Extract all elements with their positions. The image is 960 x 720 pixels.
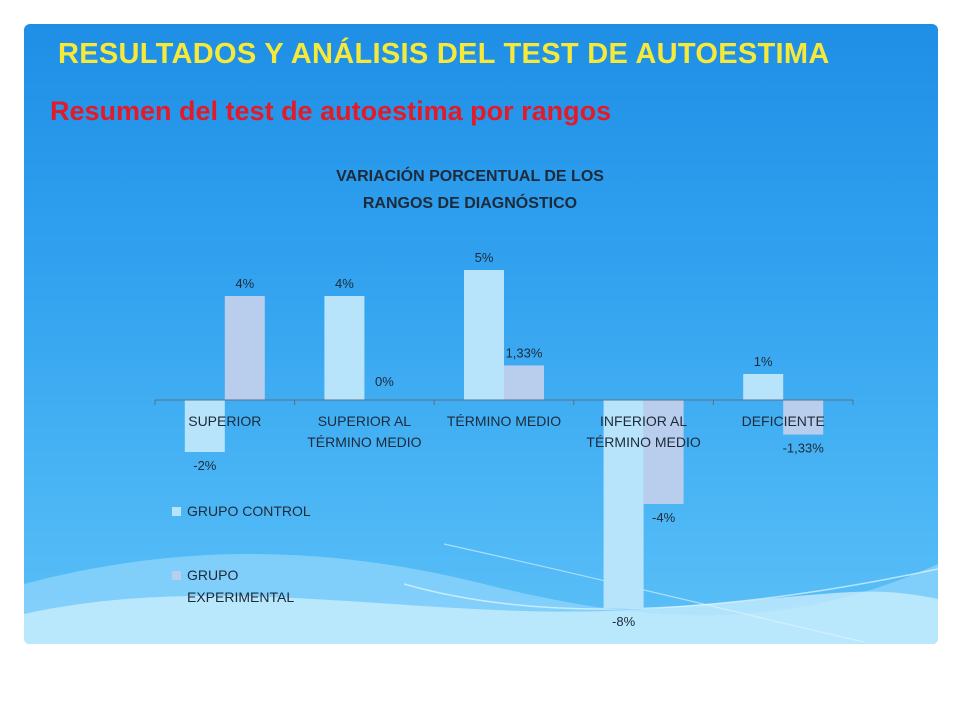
category-label-1-2: TÉRMINO MEDIO	[307, 434, 421, 450]
legend-swatch-1	[172, 507, 181, 516]
data-label-experimental-0: 4%	[235, 276, 254, 291]
legend-swatch-2	[172, 571, 181, 580]
data-label-experimental-1: 0%	[375, 374, 394, 389]
data-label-experimental-3: -4%	[652, 510, 676, 525]
data-label-control-4: 1%	[754, 354, 773, 369]
bar-control-2	[464, 270, 504, 400]
bar-control-3	[603, 400, 644, 608]
slide-title: RESULTADOS Y ANÁLISIS DEL TEST DE AUTOES…	[58, 38, 830, 70]
legend-label-1-1: GRUPO CONTROL	[187, 503, 311, 519]
category-label-4-1: DEFICIENTE	[742, 413, 825, 429]
legend-label-2-2: EXPERIMENTAL	[187, 589, 294, 605]
data-label-control-2: 5%	[475, 250, 494, 265]
chart-title-line-1: VARIACIÓN PORCENTUAL DE LOS	[336, 166, 604, 185]
data-label-control-1: 4%	[335, 276, 354, 291]
category-label-2-1: TÉRMINO MEDIO	[447, 413, 561, 429]
category-label-3-2: TÉRMINO MEDIO	[586, 434, 700, 450]
bar-control-1	[324, 296, 365, 400]
data-label-experimental-4: -1,33%	[783, 441, 825, 456]
category-label-3-1: INFERIOR AL	[600, 413, 687, 429]
bar-experimental-4	[783, 400, 824, 435]
bar-experimental-0	[224, 296, 265, 400]
decorative-wave	[24, 543, 938, 644]
category-label-0-1: SUPERIOR	[188, 413, 261, 429]
slide: RESULTADOS Y ANÁLISIS DEL TEST DE AUTOES…	[24, 24, 938, 644]
bar-control-4	[743, 374, 784, 400]
bar-control-0	[184, 400, 225, 452]
data-label-control-3: -8%	[612, 614, 636, 629]
data-label-experimental-2: 1,33%	[506, 345, 543, 360]
bar-experimental-2	[504, 365, 544, 400]
bar-chart: VARIACIÓN PORCENTUAL DE LOS RANGOS DE DIA…	[154, 166, 854, 629]
legend-label-2-1: GRUPO	[187, 567, 238, 583]
data-label-control-0: -2%	[193, 458, 217, 473]
slide-subtitle: Resumen del test de autoestima por rango…	[50, 96, 612, 126]
chart-title-line-2: RANGOS DE DIAGNÓSTICO	[363, 193, 577, 212]
category-label-1-1: SUPERIOR AL	[318, 413, 412, 429]
bar-experimental-3	[643, 400, 684, 504]
